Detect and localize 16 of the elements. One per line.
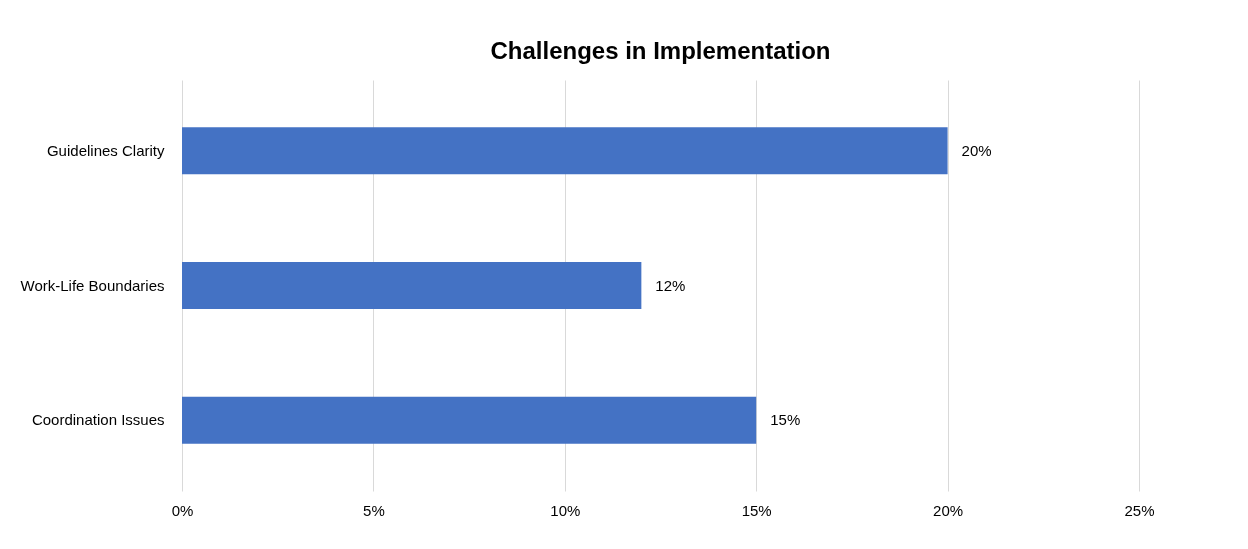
x-tick-label: 10% [550, 501, 581, 519]
y-tick-label: Coordination Issues [31, 411, 165, 429]
bar [182, 261, 642, 310]
y-tick-label: Work-Life Boundaries [20, 276, 165, 294]
x-tick-label: 20% [933, 501, 964, 519]
data-label: 12% [655, 276, 686, 294]
bar [182, 127, 948, 175]
x-tick-label: 25% [1124, 501, 1155, 519]
bar [182, 396, 757, 444]
x-tick-label: 15% [741, 501, 772, 519]
x-tick-label: 0% [171, 501, 194, 519]
x-tick-label: 5% [363, 501, 385, 519]
y-tick-label: Guidelines Clarity [46, 141, 165, 159]
data-label: 15% [770, 411, 801, 429]
data-label: 20% [961, 141, 992, 159]
chart-title: Challenges in Implementation [490, 37, 831, 64]
